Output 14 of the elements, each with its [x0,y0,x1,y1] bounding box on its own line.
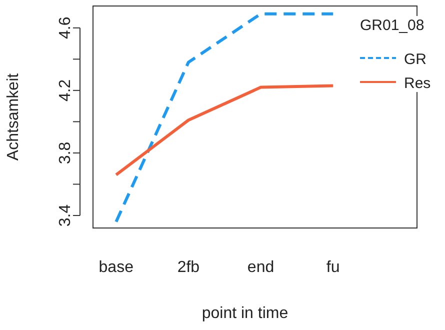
x-axis-title: point in time [202,305,288,322]
line-series [114,84,335,176]
x-tick-label: 2fb [177,259,200,276]
y-tick-label: 3.8 [57,142,74,164]
legend-label: GR [404,51,427,68]
x-tick-label: end [247,259,274,276]
y-tick-label: 3.4 [57,204,74,227]
y-axis-title: Achtsamkeit [5,72,22,161]
x-tick-label: fu [326,259,340,276]
legend-label: Res [404,75,431,92]
y-tick-label: 4.6 [57,16,74,40]
x-tick-label: base [98,259,134,276]
legend-title: GR01_08 [360,17,424,34]
y-tick-label: 4.2 [57,79,74,102]
